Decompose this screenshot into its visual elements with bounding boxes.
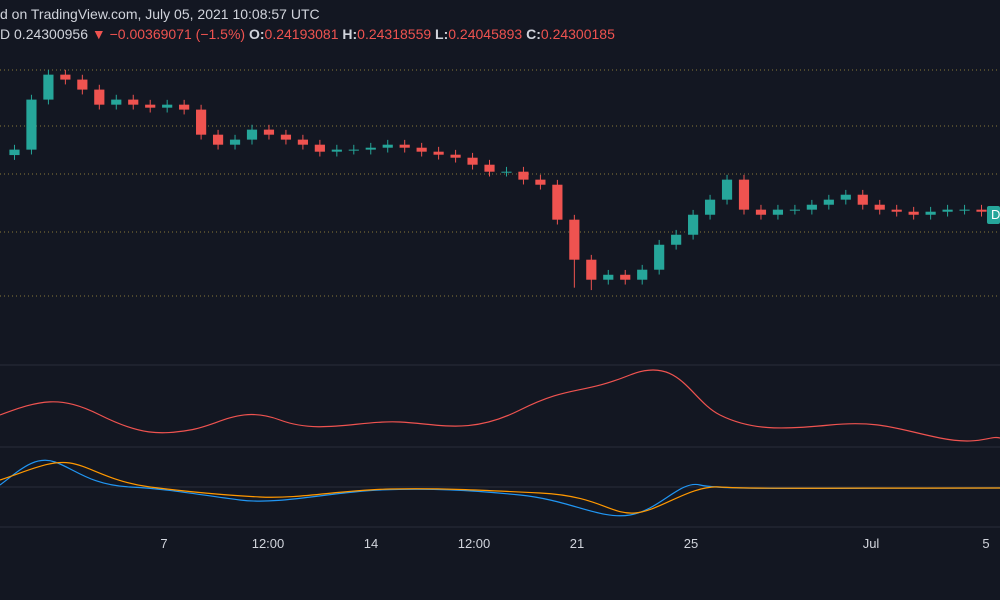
price-tag-text: D: [991, 207, 1000, 222]
candle-body: [942, 209, 953, 212]
candle-body: [654, 244, 665, 270]
candle-body: [246, 129, 258, 140]
candle-body: [857, 194, 868, 205]
candle-body: [671, 234, 682, 245]
candle-body: [738, 179, 750, 210]
candle-body: [196, 109, 207, 135]
ohlc-label: O:: [248, 26, 265, 42]
symbol: D: [0, 26, 11, 42]
candle-body: [620, 274, 631, 280]
candle-body: [94, 89, 105, 105]
candle-body: [399, 144, 410, 148]
candle-body: [314, 144, 325, 152]
candle-body: [603, 274, 614, 280]
candle-body: [43, 74, 54, 100]
candle-body: [976, 209, 987, 212]
candle-body: [959, 209, 970, 211]
time-label: 12:00: [458, 536, 491, 551]
candle-body: [229, 139, 241, 145]
candle-body: [484, 164, 495, 172]
candle-body: [179, 104, 190, 110]
candle-body: [552, 184, 563, 220]
indicator-line: [0, 369, 1000, 442]
candle-body: [891, 209, 902, 212]
candle-body: [908, 211, 919, 215]
candle-body: [60, 74, 71, 80]
candle-body: [433, 151, 444, 155]
candle-body: [569, 219, 580, 260]
candle-body: [535, 179, 546, 185]
candle-body: [501, 171, 512, 173]
candle-body: [26, 99, 37, 150]
candle-body: [128, 99, 139, 105]
candle-body: [823, 199, 834, 205]
candle-body: [280, 134, 292, 140]
last-price: 0.24300956: [14, 26, 88, 42]
candle-body: [348, 149, 359, 151]
ohlc-value: 0.24193081: [264, 26, 339, 42]
candle-body: [840, 194, 851, 200]
candle-body: [416, 147, 427, 152]
ohlc-label: L:: [435, 26, 449, 42]
candle-body: [331, 149, 342, 152]
candle-body: [467, 157, 478, 165]
ohlc-value: 0.24300185: [540, 26, 615, 42]
candles: [9, 69, 987, 291]
candle-body: [111, 99, 122, 105]
time-label: 5: [982, 536, 989, 551]
ohlc-value: 0.24045893: [448, 26, 523, 42]
candle-body: [772, 209, 784, 215]
candle-body: [365, 147, 376, 150]
time-label: 14: [364, 536, 378, 551]
time-label: 21: [570, 536, 584, 551]
time-label: 25: [684, 536, 698, 551]
time-label: 7: [160, 536, 167, 551]
candle-body: [586, 259, 597, 280]
candle-body: [637, 269, 648, 280]
candle-body: [450, 154, 461, 158]
candle-body: [145, 104, 156, 108]
time-label: Jul: [863, 536, 880, 551]
candle-body: [874, 204, 885, 210]
grid: [0, 69, 1000, 528]
header-quote: D 0.24300956 ▼ −0.00369071 (−1.5%) O:0.2…: [0, 26, 615, 42]
ohlc-label: C:: [526, 26, 541, 42]
candle-body: [925, 211, 936, 215]
ohlc-label: H:: [342, 26, 358, 42]
candle-body: [704, 199, 716, 215]
change: −0.00369071 (−1.5%): [109, 26, 246, 42]
candle-body: [162, 104, 173, 108]
candle-body: [721, 179, 733, 200]
candle-body: [212, 134, 224, 145]
ohlc-value: 0.24318559: [357, 26, 432, 42]
time-label: 12:00: [252, 536, 285, 551]
candle-body: [263, 129, 275, 135]
candle-body: [382, 144, 393, 148]
arrow: ▼: [91, 26, 106, 42]
candle-body: [9, 149, 20, 156]
candle-body: [755, 209, 767, 215]
signal-line: [0, 461, 1000, 514]
candle-body: [789, 209, 800, 211]
candle-body: [518, 171, 529, 180]
header-source: d on TradingView.com, July 05, 2021 10:0…: [0, 6, 320, 22]
candle-body: [297, 139, 308, 145]
candle-body: [688, 214, 699, 235]
candle-body: [806, 204, 817, 210]
candle-body: [77, 79, 88, 90]
price-tag: [987, 206, 1000, 224]
